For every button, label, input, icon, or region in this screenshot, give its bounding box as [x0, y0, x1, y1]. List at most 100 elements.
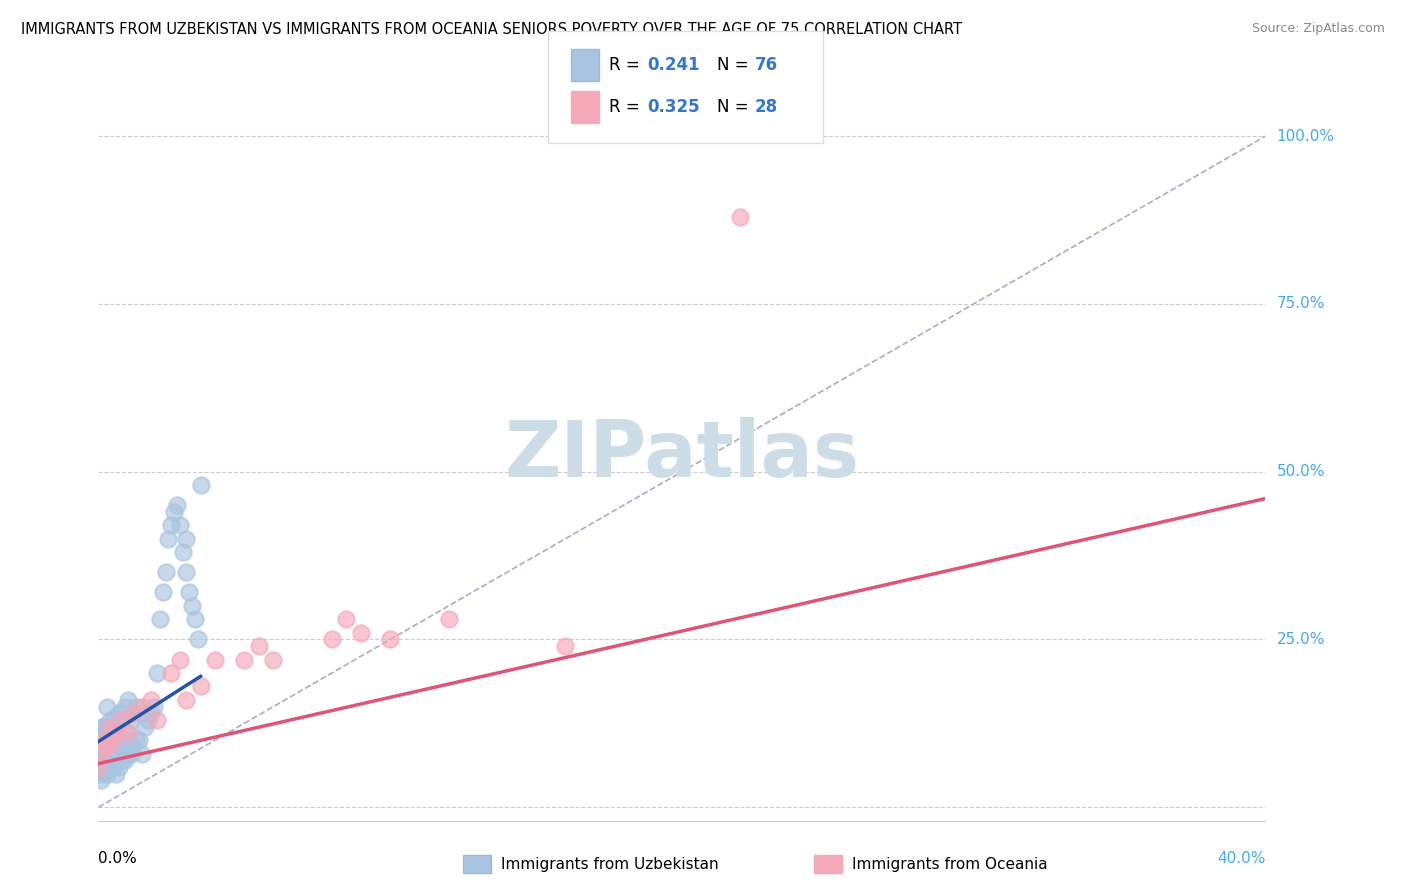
Point [96, 699, 118, 714]
Point [101, 760, 124, 774]
Text: 75.0%: 75.0% [1277, 296, 1324, 311]
Point [146, 665, 169, 680]
Point [190, 680, 212, 694]
Point [98, 726, 121, 740]
Point [114, 753, 136, 767]
Text: 28: 28 [755, 98, 778, 116]
Point [174, 532, 197, 546]
Point [152, 585, 174, 599]
Text: 76: 76 [755, 56, 778, 74]
Point [149, 612, 172, 626]
Point [131, 706, 153, 721]
Point [146, 713, 169, 727]
Point [183, 612, 205, 626]
Point [98, 753, 121, 767]
Point [90, 747, 112, 761]
Point [114, 699, 136, 714]
Point [87, 766, 110, 780]
Point [204, 652, 226, 666]
Text: IMMIGRANTS FROM UZBEKISTAN VS IMMIGRANTS FROM OCEANIA SENIORS POVERTY OVER THE A: IMMIGRANTS FROM UZBEKISTAN VS IMMIGRANTS… [21, 22, 962, 37]
Point [111, 706, 134, 721]
Point [104, 766, 127, 780]
Point [96, 739, 118, 754]
Point [730, 210, 752, 224]
Point [104, 726, 127, 740]
Text: 50.0%: 50.0% [1277, 464, 1324, 479]
Point [101, 713, 124, 727]
Text: Immigrants from Uzbekistan: Immigrants from Uzbekistan [501, 857, 718, 871]
Point [96, 747, 118, 761]
Point [120, 713, 142, 727]
Point [93, 720, 115, 734]
Point [155, 566, 177, 580]
Point [134, 720, 156, 734]
Point [187, 632, 209, 647]
Point [93, 739, 115, 754]
Point [108, 747, 131, 761]
Point [233, 652, 256, 666]
Point [117, 726, 139, 740]
Point [321, 632, 343, 647]
Point [117, 726, 139, 740]
Point [96, 766, 118, 780]
Point [104, 720, 127, 734]
Point [111, 753, 134, 767]
Point [131, 747, 153, 761]
Point [160, 518, 183, 533]
Point [90, 760, 112, 774]
Point [169, 652, 191, 666]
Point [136, 713, 159, 727]
Point [108, 706, 131, 721]
Point [554, 639, 576, 653]
Point [96, 733, 118, 747]
Text: 0.241: 0.241 [647, 56, 699, 74]
Point [128, 733, 150, 747]
Text: R =: R = [609, 56, 645, 74]
Point [169, 518, 191, 533]
Text: 40.0%: 40.0% [1218, 851, 1265, 866]
Point [90, 747, 112, 761]
Point [139, 706, 162, 721]
Point [117, 693, 139, 707]
Point [98, 720, 121, 734]
Point [157, 532, 180, 546]
Point [172, 545, 194, 559]
Point [120, 747, 142, 761]
Point [350, 625, 373, 640]
Point [177, 585, 200, 599]
Point [380, 632, 402, 647]
Point [93, 760, 115, 774]
Point [163, 505, 186, 519]
Point [96, 753, 118, 767]
Point [160, 665, 183, 680]
Point [180, 599, 202, 613]
Text: 0.0%: 0.0% [98, 851, 138, 866]
Point [90, 720, 112, 734]
Point [437, 612, 460, 626]
Point [98, 713, 121, 727]
Point [93, 766, 115, 780]
Point [125, 699, 148, 714]
Point [90, 733, 112, 747]
Point [108, 760, 131, 774]
Point [104, 739, 127, 754]
Point [93, 753, 115, 767]
Text: Source: ZipAtlas.com: Source: ZipAtlas.com [1251, 22, 1385, 36]
Point [104, 753, 127, 767]
Point [101, 733, 124, 747]
Point [101, 733, 124, 747]
Text: Immigrants from Oceania: Immigrants from Oceania [852, 857, 1047, 871]
Point [139, 693, 162, 707]
Point [90, 773, 112, 788]
Point [166, 498, 188, 512]
Point [125, 733, 148, 747]
Point [190, 478, 212, 492]
Point [122, 739, 145, 754]
Text: 25.0%: 25.0% [1277, 632, 1324, 647]
Point [111, 739, 134, 754]
Text: ZIPatlas: ZIPatlas [505, 417, 859, 493]
Text: 0.325: 0.325 [647, 98, 699, 116]
Point [111, 713, 134, 727]
Point [93, 733, 115, 747]
Point [87, 760, 110, 774]
